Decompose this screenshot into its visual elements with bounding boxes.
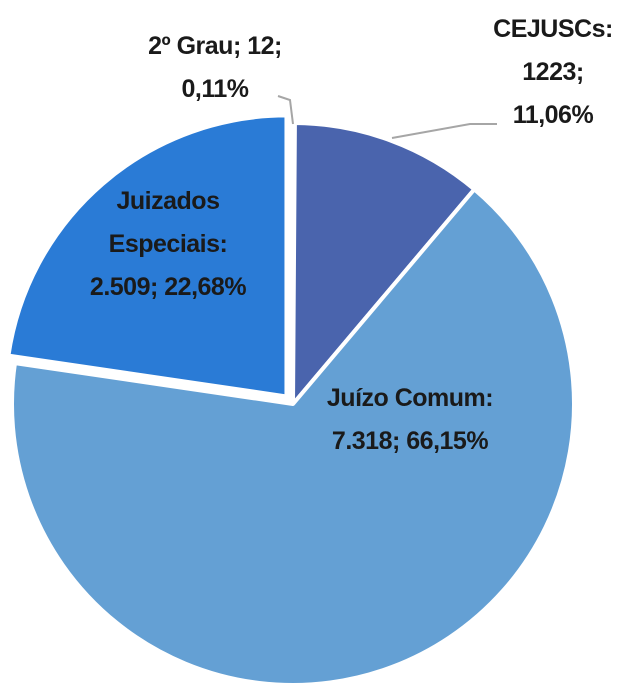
percent-label: 22,68% — [164, 273, 247, 301]
label-line: 2.509; 22,68% — [63, 266, 273, 309]
label-line: 11,06% — [473, 94, 633, 137]
label-line: CEJUSCs: — [473, 8, 633, 51]
data-label: Juízo Comum: 7.318; 66,15% — [280, 377, 540, 463]
pie-slice — [6, 113, 289, 399]
category-label: Juízo Comum: — [326, 384, 494, 412]
leader-line — [391, 123, 497, 139]
category-label: Juizados Especiais: — [108, 187, 228, 258]
value-label: 2.509; — [89, 273, 158, 301]
category-label: CEJUSCs: — [493, 15, 613, 43]
data-label: CEJUSCs: 1223; 11,06% — [473, 8, 633, 137]
label-line: 1223; — [473, 51, 633, 94]
label-line: 7.318; 66,15% — [280, 420, 540, 463]
label-line: 0,11% — [95, 68, 335, 111]
value-label: 12; — [247, 32, 282, 60]
label-line: Juízo Comum: — [280, 377, 540, 420]
data-label: Juizados Especiais: 2.509; 22,68% — [63, 180, 273, 309]
category-label: 2º Grau; — [148, 32, 241, 60]
leader-line — [277, 95, 294, 125]
pie-slice — [10, 187, 576, 687]
percent-label: 11,06% — [512, 101, 594, 129]
pie-slice — [291, 121, 477, 406]
percent-label: 0,11% — [181, 75, 249, 103]
percent-label: 66,15% — [406, 427, 489, 455]
value-label: 1223; — [522, 58, 584, 86]
label-line: 2º Grau; 12; — [95, 25, 335, 68]
data-label: 2º Grau; 12; 0,11% — [95, 25, 335, 111]
label-line: Juizados Especiais: — [63, 180, 273, 266]
value-label: 7.318; — [331, 427, 400, 455]
